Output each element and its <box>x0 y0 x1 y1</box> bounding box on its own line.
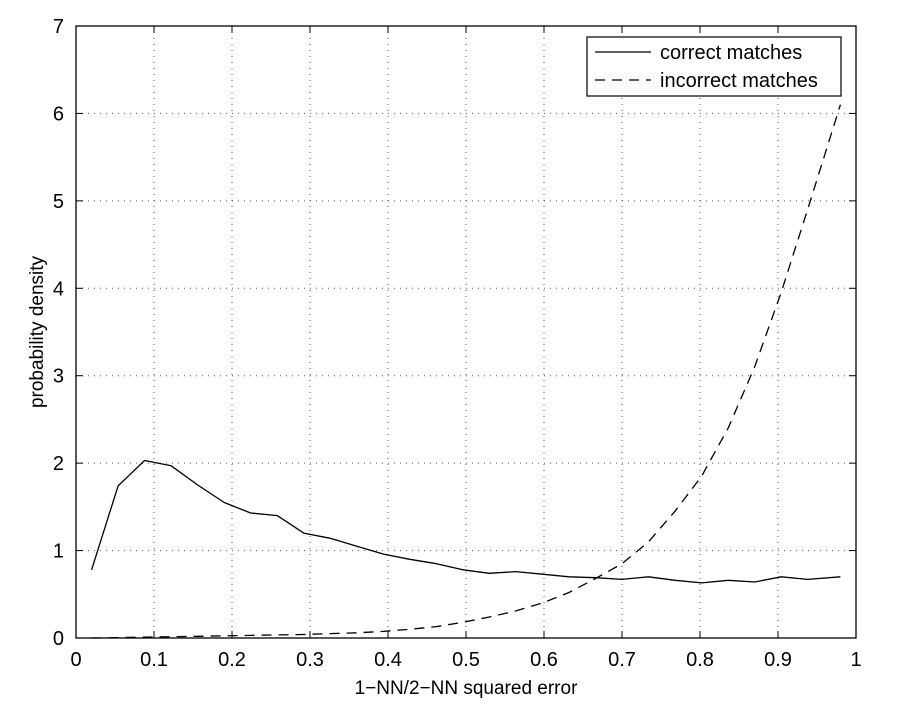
legend-label-incorrect-matches: incorrect matches <box>660 70 818 92</box>
y-tick-label: 3 <box>53 366 64 388</box>
x-tick-label: 0.4 <box>374 649 402 671</box>
grid-layer <box>76 26 856 638</box>
x-tick-label: 0.9 <box>764 649 792 671</box>
series-line-correct-matches <box>90 459 841 584</box>
y-tick-label: 4 <box>53 278 64 300</box>
y-tick-label: 7 <box>53 16 64 38</box>
legend-label-correct-matches: correct matches <box>660 42 802 64</box>
x-tick-label: 0.6 <box>530 649 558 671</box>
x-tick-label: 0 <box>70 649 81 671</box>
legend: correct matches incorrect matches <box>586 36 842 97</box>
x-axis-label: 1−NN/2−NN squared error <box>355 678 578 699</box>
y-axis-label: probability density <box>27 255 48 408</box>
x-tick-label: 0.1 <box>140 649 168 671</box>
tick-layer <box>75 25 857 639</box>
series-line-incorrect-matches <box>91 104 842 639</box>
y-tick-label: 6 <box>53 103 64 125</box>
x-tick-label: 0.2 <box>218 649 246 671</box>
x-tick-label: 0.7 <box>608 649 636 671</box>
x-tick-label: 0.5 <box>452 649 480 671</box>
y-tick-label: 2 <box>53 453 64 475</box>
series-layer <box>90 104 842 639</box>
x-tick-label: 0.8 <box>686 649 714 671</box>
x-tick-label: 1 <box>850 649 861 671</box>
x-tick-label: 0.3 <box>296 649 324 671</box>
y-tick-label: 5 <box>53 191 64 213</box>
y-tick-label: 0 <box>53 628 64 650</box>
legend-box <box>586 36 842 97</box>
y-tick-label: 1 <box>53 541 64 563</box>
tick-label-layer: 0 0.1 0.2 0.3 0.4 0.5 0.6 0.7 0.8 0.9 1 0 1 2 3 4 5 6 7 <box>53 16 862 671</box>
